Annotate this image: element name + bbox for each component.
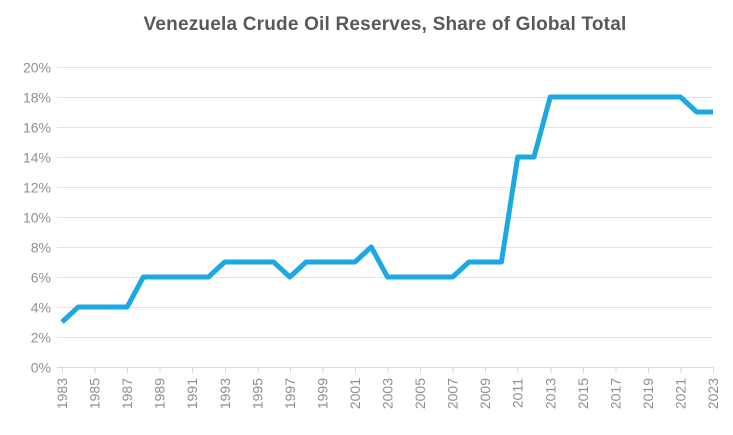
y-tick-label: 6% [31,270,51,286]
x-tick-label: 2023 [705,378,721,409]
y-tick-label: 18% [23,90,51,106]
y-tick-label: 20% [23,60,51,76]
x-tick-label: 2005 [412,378,428,409]
y-tick-label: 16% [23,120,51,136]
chart-title: Venezuela Crude Oil Reserves, Share of G… [143,14,627,35]
y-tick-label: 8% [31,240,51,256]
y-tick-label: 10% [23,210,51,226]
y-tick-label: 2% [31,330,51,346]
x-tick-label: 2021 [672,378,688,409]
x-tick-label: 2015 [575,378,591,409]
x-tick-label: 1989 [152,378,168,409]
x-tick-label: 1983 [54,378,70,409]
x-tick-label: 1987 [119,378,135,409]
x-tick-label: 1991 [184,378,200,409]
x-tick-label: 1995 [249,378,265,409]
x-tick-label: 1997 [282,378,298,409]
x-tick-label: 2003 [380,378,396,409]
x-tick-label: 2013 [542,378,558,409]
x-tick-label: 1993 [217,378,233,409]
y-tick-label: 4% [31,300,51,316]
y-tick-label: 12% [23,180,51,196]
x-tick-label: 2019 [640,378,656,409]
x-tick-label: 2011 [510,378,526,408]
x-tick-label: 2001 [347,378,363,409]
x-tick-label: 2017 [607,378,623,409]
x-tick-label: 2009 [477,378,493,409]
y-tick-label: 0% [31,360,51,376]
x-tick-label: 1985 [87,378,103,409]
x-tick-label: 2007 [445,378,461,409]
y-tick-label: 14% [23,150,51,166]
x-tick-label: 1999 [314,378,330,409]
data-line-venezuela-share [60,94,713,324]
